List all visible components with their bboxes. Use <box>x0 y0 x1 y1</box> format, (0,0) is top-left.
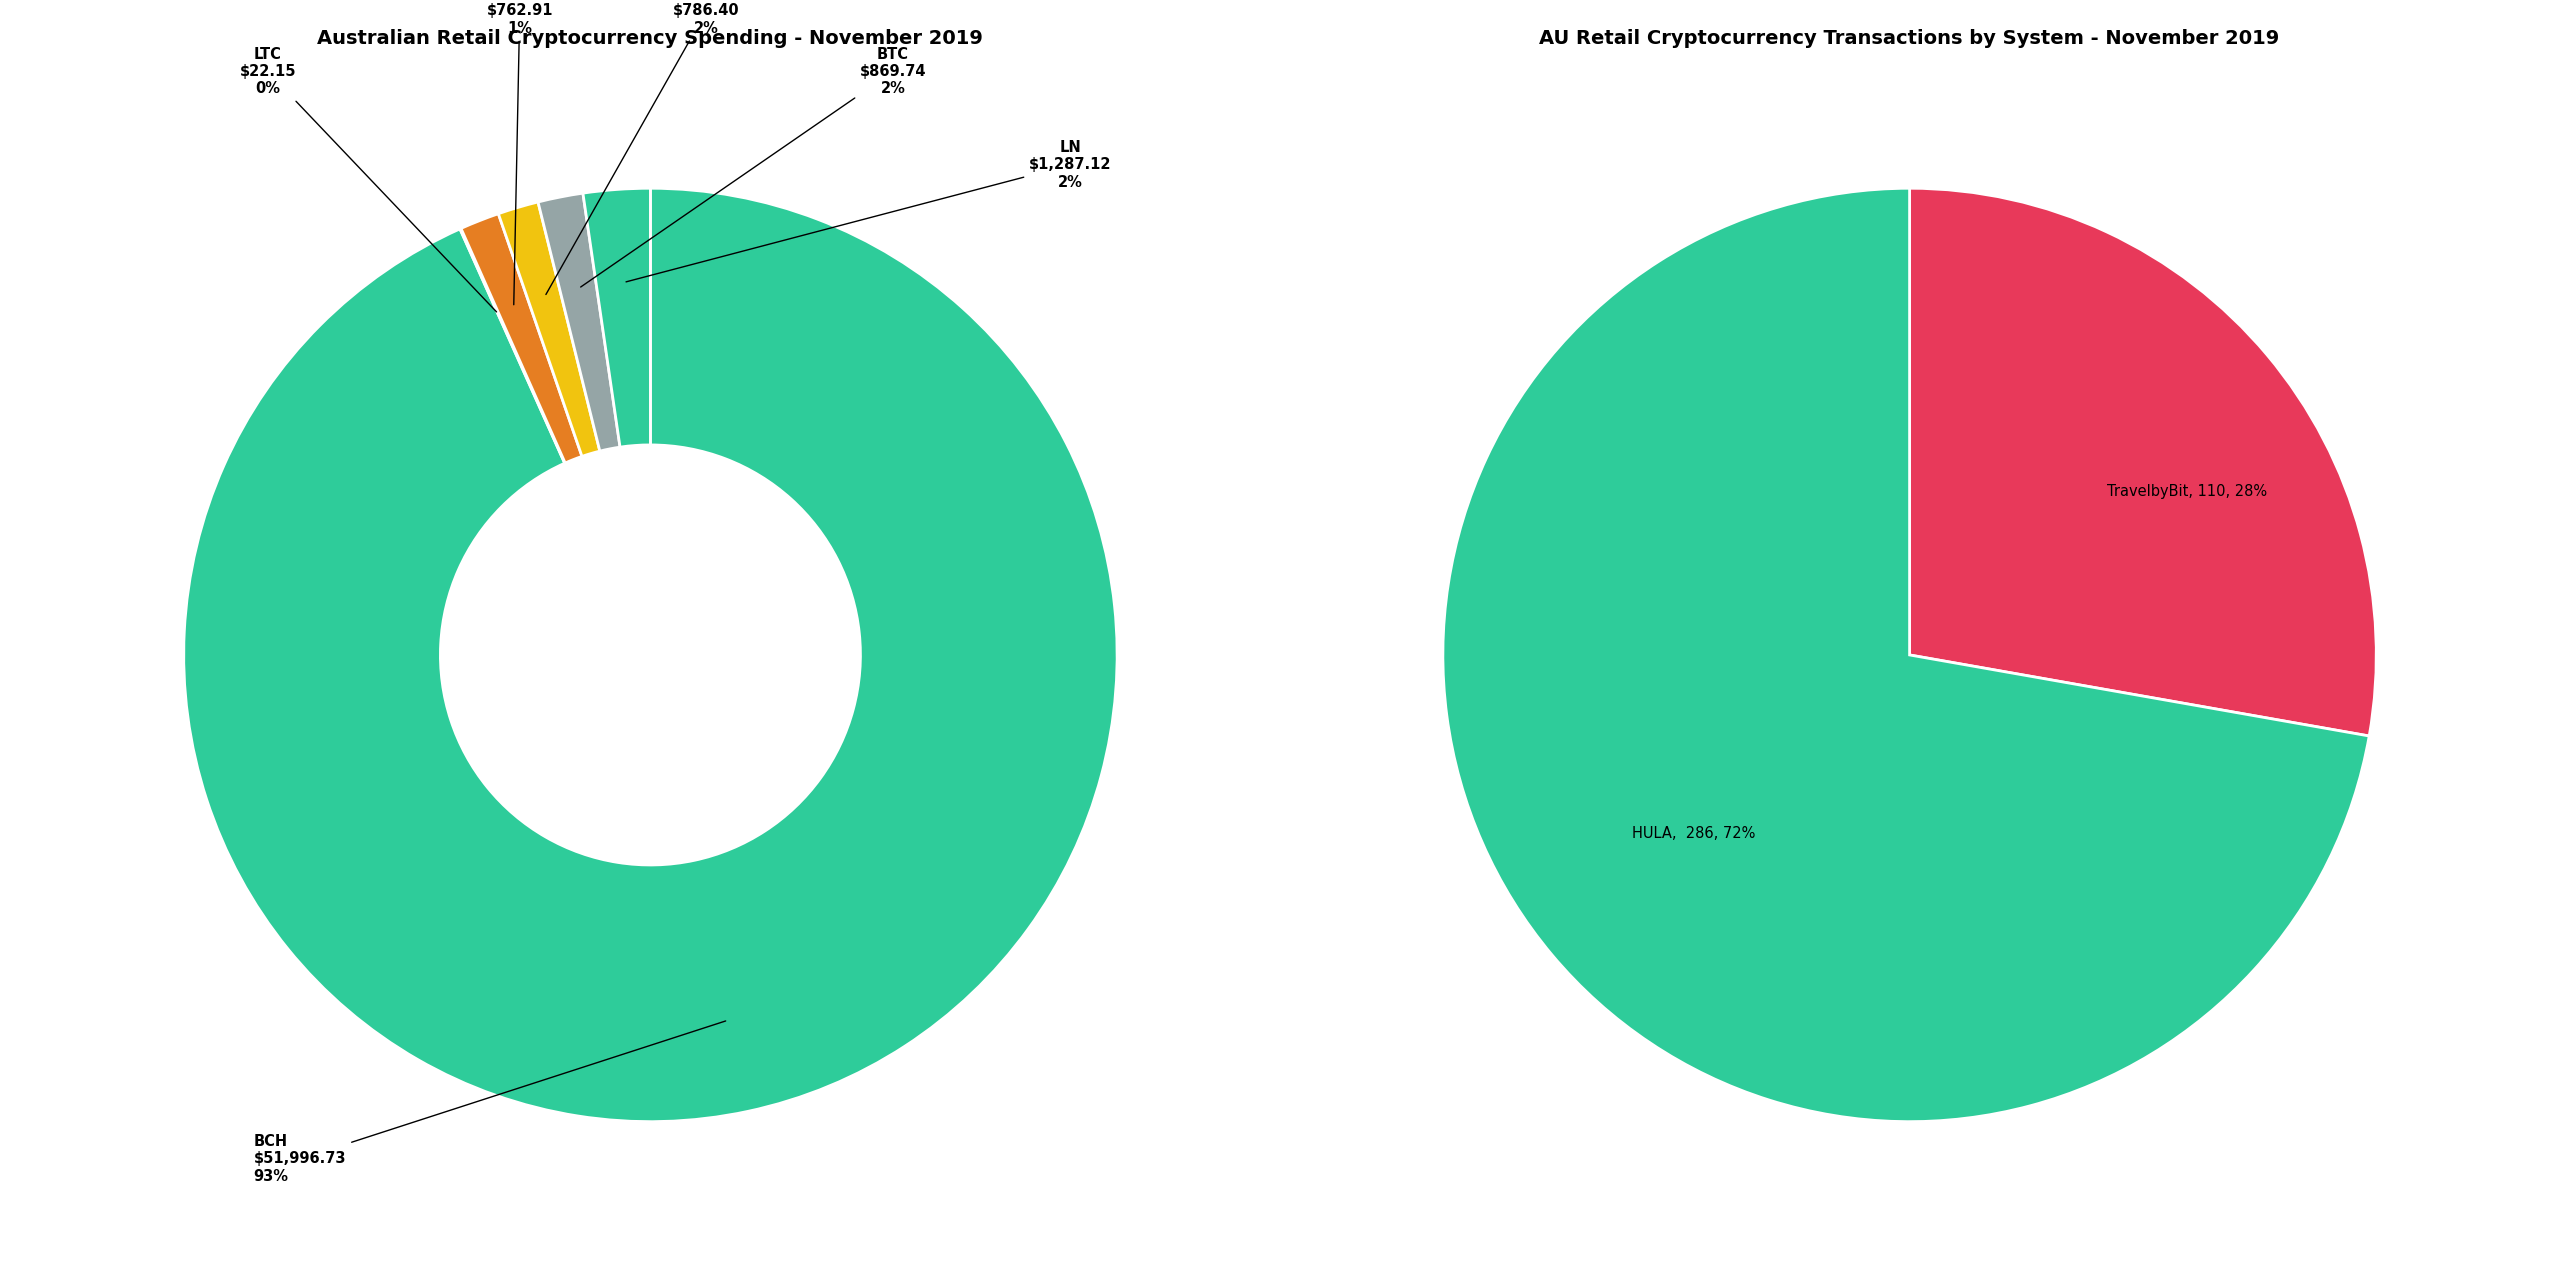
Text: LN
$1,287.12
2%: LN $1,287.12 2% <box>627 140 1111 282</box>
Text: HULA,  286, 72%: HULA, 286, 72% <box>1633 826 1756 841</box>
Text: LTC
$22.15
0%: LTC $22.15 0% <box>241 46 497 312</box>
Text: BCH
$51,996.73
93%: BCH $51,996.73 93% <box>253 1021 724 1184</box>
Wedge shape <box>461 228 566 463</box>
Wedge shape <box>1444 188 2368 1121</box>
Text: BTC
$869.74
2%: BTC $869.74 2% <box>581 46 927 287</box>
Title: Australian Retail Cryptocurrency Spending - November 2019: Australian Retail Cryptocurrency Spendin… <box>317 28 983 47</box>
Wedge shape <box>461 214 581 463</box>
Wedge shape <box>499 202 599 457</box>
Text: TravelbyBit, 110, 28%: TravelbyBit, 110, 28% <box>2107 484 2268 499</box>
Text: BNB
$762.91
1%: BNB $762.91 1% <box>486 0 553 305</box>
Text: BSV
$786.40
2%: BSV $786.40 2% <box>545 0 740 294</box>
Wedge shape <box>584 188 650 447</box>
Wedge shape <box>184 188 1116 1121</box>
Wedge shape <box>1910 188 2376 736</box>
Title: AU Retail Cryptocurrency Transactions by System - November 2019: AU Retail Cryptocurrency Transactions by… <box>1539 28 2281 47</box>
Wedge shape <box>538 193 620 451</box>
